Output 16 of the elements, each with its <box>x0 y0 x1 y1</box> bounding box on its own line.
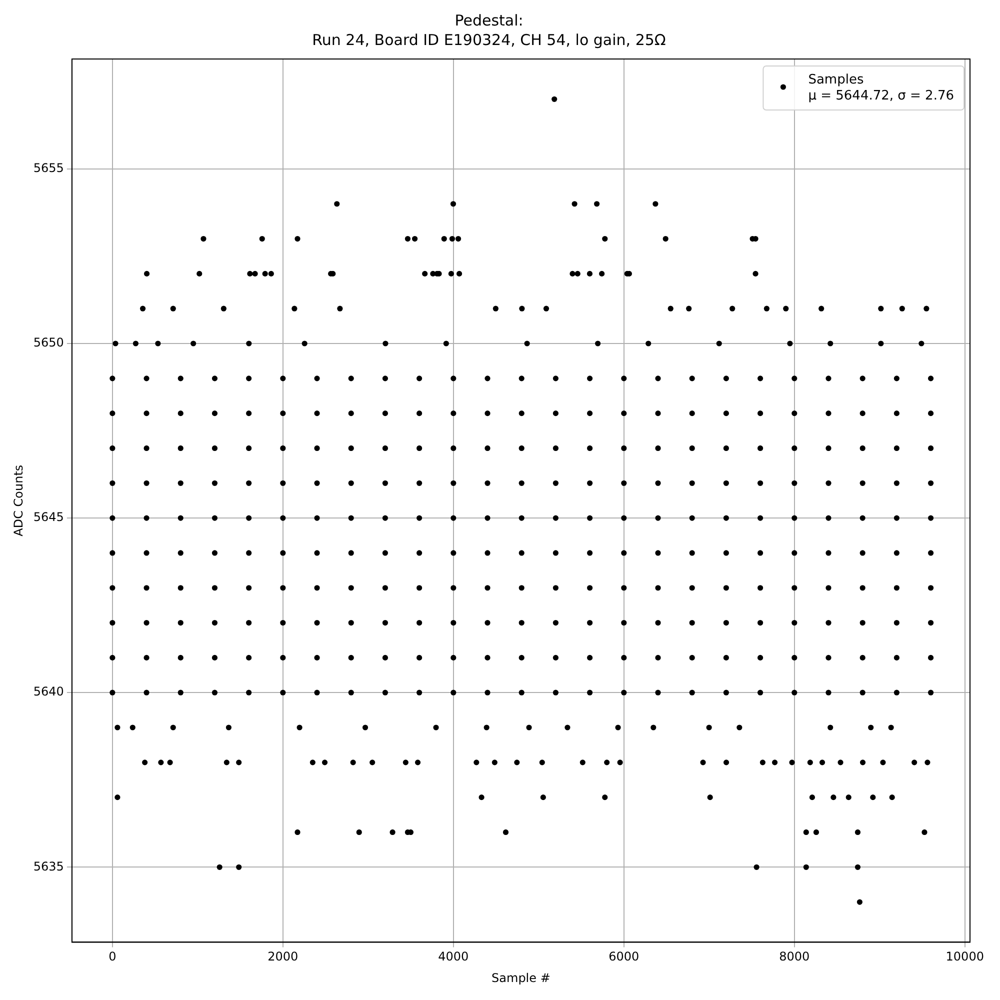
annotation: μ = 5644.72, σ = 2.76 <box>808 88 954 104</box>
x-tick-label: 6000 <box>608 950 640 964</box>
y-axis-title: ADC Counts <box>11 464 26 536</box>
legend-label: Samples <box>808 72 864 88</box>
y-tick-label: 5655 <box>33 161 64 176</box>
x-tick-label: 2000 <box>268 950 298 964</box>
x-tick-label: 0 <box>108 950 116 964</box>
y-tick-label: 5635 <box>33 859 64 874</box>
y-tick-label: 5645 <box>33 510 64 524</box>
chart-title: Pedestal: Run 24, Board ID E190324, CH 54, lo gain, 25Ω <box>312 12 666 50</box>
y-tick-label: 5640 <box>33 684 64 699</box>
x-axis-title: Sample # <box>492 970 550 985</box>
x-tick-label: 4000 <box>438 950 469 964</box>
x-tick-label: 8000 <box>779 950 810 964</box>
x-tick-label: 10000 <box>946 950 984 964</box>
y-tick-label: 5650 <box>33 336 64 350</box>
